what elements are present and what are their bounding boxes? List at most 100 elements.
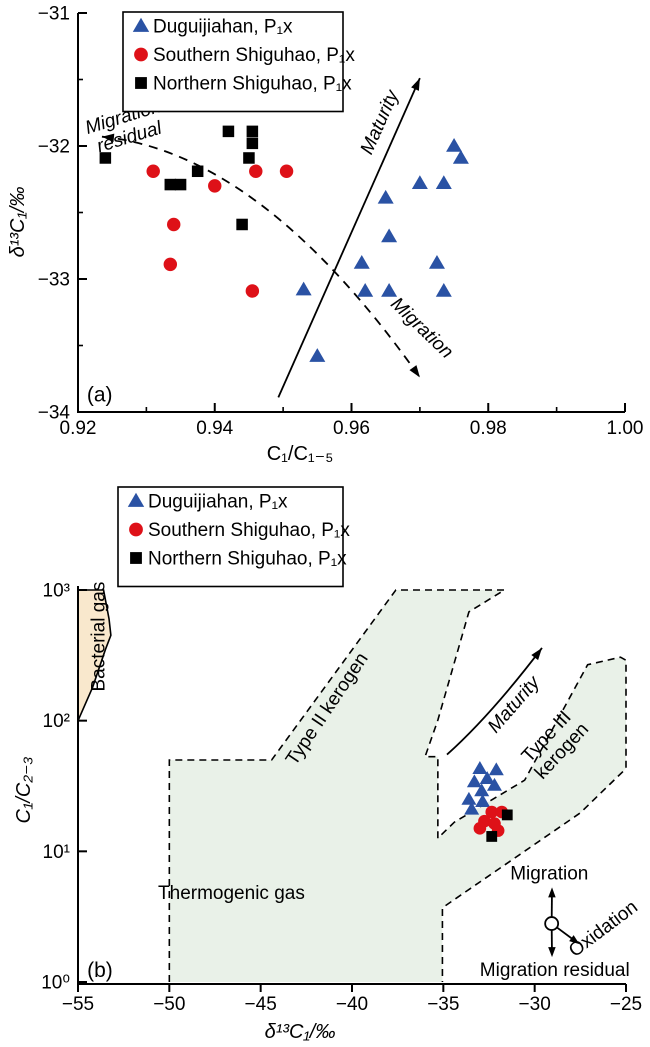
data-point-triangle xyxy=(353,255,370,269)
data-point-square xyxy=(174,178,187,191)
data-point-circle xyxy=(279,164,294,178)
tick-label: −31 xyxy=(38,4,70,25)
tick-label: 0.98 xyxy=(470,418,507,439)
region-label: Bacterial gas xyxy=(88,582,109,692)
data-point-triangle xyxy=(475,794,491,808)
panel-a: MaturityMigrationMigrationresidual(a)0.9… xyxy=(7,4,643,466)
bacterial-gas-fill xyxy=(78,589,111,721)
data-point-triangle xyxy=(357,282,374,297)
data-point-triangle xyxy=(435,282,452,297)
data-point-circle xyxy=(167,217,181,232)
data-point-square xyxy=(243,152,255,164)
migration-arrow xyxy=(101,135,421,378)
data-point-triangle xyxy=(464,801,480,815)
data-point-triangle xyxy=(132,17,150,32)
data-point-triangle xyxy=(377,189,394,204)
bacterial-gas-border xyxy=(77,589,112,721)
tick-label: −25 xyxy=(610,994,642,1015)
x-axis-label: C₁/C₁₋₅ xyxy=(267,443,334,465)
data-point-triangle xyxy=(446,138,463,152)
tick-label: −34 xyxy=(38,403,71,424)
compass-label: Migration residual xyxy=(480,960,630,981)
thermogenic-gas-and-kerogen-bands-fill xyxy=(169,589,627,982)
legend-label: Northern Shiguhao, P₁x xyxy=(153,74,352,95)
data-point-triangle xyxy=(127,492,145,507)
data-point-triangle xyxy=(472,761,488,774)
compass-label: Oxidation xyxy=(565,897,642,962)
data-point-square xyxy=(135,77,147,89)
legend-label: Duguijiahan, P₁x xyxy=(153,17,293,38)
arrowhead xyxy=(569,935,580,945)
data-point-triangle xyxy=(479,771,495,785)
tick-label: 0.96 xyxy=(333,418,370,439)
arrowhead xyxy=(409,365,420,378)
legend-box xyxy=(117,486,344,588)
data-point-square xyxy=(164,178,177,191)
tick-label: 1.00 xyxy=(607,418,644,439)
tick-label: −33 xyxy=(38,270,70,291)
data-point-square xyxy=(486,831,498,842)
arrowhead xyxy=(531,647,542,661)
x-axis-label: δ¹³C₁/‰ xyxy=(265,1021,336,1043)
data-point-square xyxy=(191,165,204,178)
data-point-circle xyxy=(146,164,160,178)
region-label: Thermogenic gas xyxy=(158,883,305,904)
annotation: (a) xyxy=(87,383,113,406)
data-point-triangle xyxy=(474,783,490,797)
legend-label: Southern Shiguhao, P₁x xyxy=(148,520,350,541)
annotation: (b) xyxy=(87,959,113,982)
legend-label: Southern Shiguhao, P₁x xyxy=(153,45,355,66)
y-axis-label: δ¹³C₁/‰ xyxy=(7,187,29,258)
data-point-circle xyxy=(163,257,178,272)
legend-label: Duguijiahan, P₁x xyxy=(148,492,288,513)
arrowhead xyxy=(411,78,420,91)
data-point-triangle xyxy=(428,255,445,269)
data-point-circle xyxy=(245,284,260,298)
arrowhead xyxy=(101,133,115,143)
arrowhead xyxy=(548,947,556,958)
data-point-triangle xyxy=(381,282,398,297)
data-point-circle xyxy=(129,522,143,537)
data-point-circle xyxy=(473,822,487,835)
data-point-square xyxy=(99,152,112,164)
y-axis-label: C₁/C₂₋₃ xyxy=(13,757,35,824)
tick-label: 10² xyxy=(43,711,70,732)
data-point-square xyxy=(501,809,513,821)
annotation: Migration xyxy=(386,294,457,363)
tick-label: 10¹ xyxy=(43,842,70,863)
compass-label: Migration xyxy=(510,863,588,884)
tick-label: −45 xyxy=(245,994,277,1015)
data-point-triangle xyxy=(452,149,469,164)
data-point-circle xyxy=(485,805,499,819)
data-point-triangle xyxy=(411,175,428,189)
data-point-triangle xyxy=(461,791,477,805)
data-point-triangle xyxy=(488,762,504,776)
tick-label: 0.94 xyxy=(196,418,233,439)
data-point-circle xyxy=(208,179,222,193)
tick-label: 10³ xyxy=(43,580,70,601)
data-point-square xyxy=(246,137,259,150)
data-point-triangle xyxy=(309,348,326,362)
tick-label: 0.92 xyxy=(60,418,97,439)
maturity-arrow xyxy=(446,647,543,756)
data-point-square xyxy=(246,125,259,138)
maturity-arrow xyxy=(277,77,421,398)
tick-label: −50 xyxy=(153,994,185,1015)
data-point-triangle xyxy=(295,281,312,296)
tick-label: −40 xyxy=(336,994,368,1015)
tick-label: −55 xyxy=(62,994,94,1015)
data-point-triangle xyxy=(486,777,502,791)
arrowhead xyxy=(548,887,556,898)
tick-label: 10⁰ xyxy=(41,973,70,994)
data-point-triangle xyxy=(466,774,482,788)
data-point-circle xyxy=(249,164,263,178)
data-point-circle xyxy=(134,47,148,62)
tick-label: −35 xyxy=(427,994,459,1015)
data-point-square xyxy=(130,552,142,564)
compass-circle xyxy=(544,916,560,931)
data-point-triangle xyxy=(381,228,398,243)
data-point-square xyxy=(236,218,248,231)
